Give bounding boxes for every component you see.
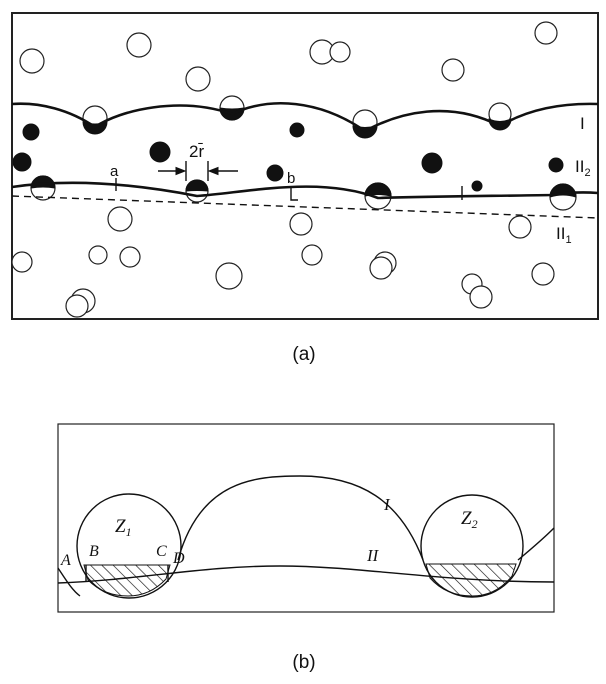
open-particle (531, 262, 555, 286)
solid-half-particle (185, 179, 209, 192)
label-C: C (156, 543, 167, 560)
circle-z2 (420, 494, 524, 598)
label-b: b (287, 170, 295, 187)
hatched-region-z2 (425, 563, 517, 597)
open-particle (301, 244, 323, 266)
solid-half-particle (364, 182, 392, 197)
open-particle (369, 256, 393, 280)
label-II1: II1 (556, 224, 572, 246)
panel-b-frame (57, 423, 555, 613)
label-A: A (60, 552, 71, 569)
label-B: B (89, 543, 99, 560)
solid-particle (548, 157, 564, 173)
label-I-b: I (383, 495, 391, 514)
label-II-b: II (366, 546, 380, 565)
open-particle (215, 262, 243, 290)
open-particle (469, 285, 493, 309)
panel-a: 2r̄ a b I II2 II1 (a) (11, 12, 599, 365)
open-particle (88, 245, 108, 265)
curve-I-left (57, 567, 81, 597)
marker-b-tick (290, 188, 298, 201)
solid-particle (421, 152, 443, 174)
open-particle (289, 212, 313, 236)
open-particle (185, 66, 211, 92)
open-particle (508, 215, 532, 239)
open-particle (19, 48, 45, 74)
dim-2r-right-arrowhead (207, 166, 219, 176)
panel-a-frame (11, 12, 599, 320)
caption-a: (a) (292, 344, 315, 365)
label-Z2: Z2 (461, 508, 478, 531)
front-line-II1 (11, 195, 599, 219)
solid-particle (22, 123, 40, 141)
label-Z1: Z1 (115, 516, 132, 539)
open-particle (329, 41, 351, 63)
solid-half-particle (30, 175, 56, 189)
open-particle (65, 294, 89, 318)
solid-particle (266, 164, 284, 182)
caption-b: (b) (292, 652, 315, 673)
open-particle (12, 251, 33, 273)
open-particle (119, 246, 141, 268)
front-curve-II2 (11, 181, 599, 200)
circle-z1 (76, 493, 182, 599)
label-2r: 2r̄ (189, 142, 204, 161)
open-particle (534, 21, 558, 45)
dim-2r-left-arrowhead (175, 166, 187, 176)
open-particle (441, 58, 465, 82)
panel-b: Z1 Z2 A B C D I II (b) (57, 423, 555, 673)
label-a: a (110, 163, 119, 180)
curve-I-right (517, 527, 555, 561)
label-D: D (172, 550, 185, 567)
front-curve-I (11, 101, 599, 133)
curve-II (57, 565, 555, 584)
solid-particle (12, 152, 32, 172)
open-particle (107, 206, 133, 232)
solid-particle (149, 141, 171, 163)
open-particle (126, 32, 152, 58)
label-I: I (580, 114, 585, 133)
solid-particle (289, 122, 305, 138)
solid-particle (471, 180, 483, 192)
curve-I-arch (177, 475, 424, 561)
label-II2: II2 (575, 157, 591, 179)
